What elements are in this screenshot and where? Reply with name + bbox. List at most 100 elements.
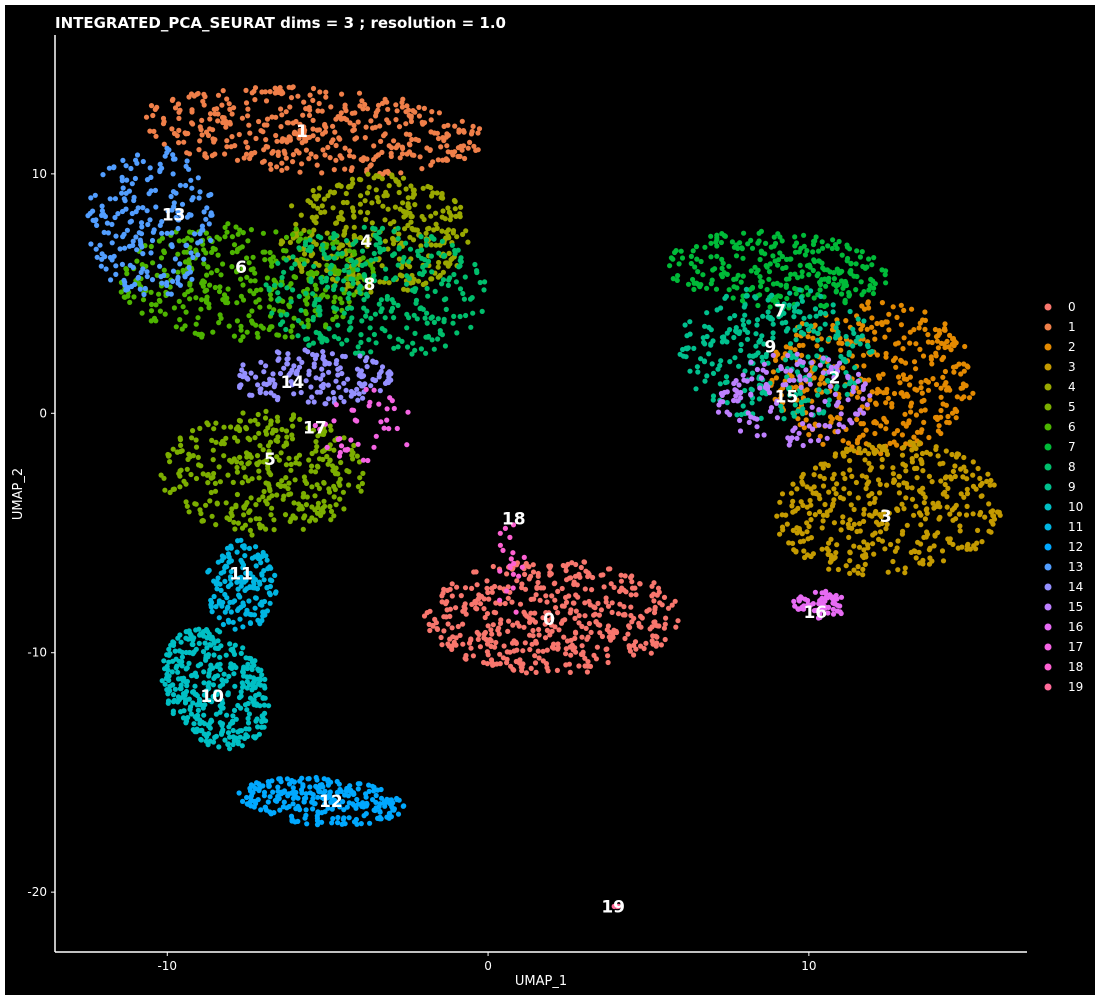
point-cluster-9 — [783, 328, 790, 334]
point-cluster-14 — [320, 372, 326, 378]
point-cluster-7 — [866, 287, 872, 293]
point-cluster-10 — [250, 699, 256, 705]
point-cluster-5 — [338, 459, 344, 466]
point-cluster-4 — [301, 227, 307, 233]
point-cluster-9 — [677, 351, 683, 357]
point-cluster-8 — [310, 340, 316, 346]
point-cluster-4 — [428, 185, 434, 191]
point-cluster-13 — [196, 195, 202, 201]
point-cluster-3 — [841, 453, 847, 459]
point-cluster-1 — [398, 170, 404, 176]
point-cluster-10 — [208, 636, 214, 642]
point-cluster-11 — [223, 563, 229, 569]
point-cluster-7 — [753, 270, 760, 276]
point-cluster-12 — [275, 788, 281, 794]
point-cluster-11 — [219, 603, 225, 609]
point-cluster-8 — [439, 281, 445, 287]
point-cluster-2 — [922, 326, 928, 332]
point-cluster-12 — [343, 788, 349, 794]
point-cluster-8 — [350, 262, 357, 268]
point-cluster-2 — [874, 320, 880, 327]
point-cluster-14 — [355, 397, 361, 403]
point-cluster-13 — [144, 273, 150, 280]
point-cluster-6 — [254, 330, 260, 336]
point-cluster-1 — [280, 90, 286, 96]
point-cluster-6 — [171, 305, 177, 311]
point-cluster-9 — [732, 355, 738, 361]
point-cluster-10 — [211, 652, 217, 658]
point-cluster-5 — [245, 478, 251, 484]
point-cluster-12 — [382, 799, 388, 805]
point-cluster-7 — [779, 253, 786, 260]
point-cluster-10 — [240, 684, 246, 690]
point-cluster-13 — [175, 274, 181, 280]
point-cluster-1 — [403, 131, 409, 137]
point-cluster-3 — [947, 474, 953, 480]
point-cluster-10 — [225, 691, 231, 698]
point-cluster-5 — [349, 452, 355, 458]
point-cluster-3 — [822, 501, 828, 508]
point-cluster-8 — [457, 313, 463, 320]
point-cluster-11 — [216, 615, 222, 621]
point-cluster-6 — [218, 272, 224, 278]
point-cluster-9 — [742, 368, 748, 374]
point-cluster-6 — [291, 274, 297, 280]
point-cluster-2 — [806, 432, 812, 438]
point-cluster-0 — [576, 663, 582, 669]
point-cluster-6 — [186, 257, 192, 263]
point-cluster-0 — [587, 663, 594, 670]
point-cluster-13 — [134, 160, 140, 166]
point-cluster-11 — [261, 577, 267, 583]
point-cluster-7 — [846, 292, 853, 298]
point-cluster-2 — [856, 434, 863, 440]
point-cluster-6 — [368, 262, 374, 268]
point-cluster-7 — [870, 290, 877, 297]
point-cluster-5 — [205, 480, 211, 486]
point-cluster-13 — [148, 250, 154, 256]
point-cluster-2 — [876, 375, 883, 381]
point-cluster-9 — [795, 309, 801, 315]
point-cluster-1 — [471, 143, 477, 149]
point-cluster-1 — [348, 167, 354, 173]
point-cluster-3 — [840, 519, 846, 525]
point-cluster-0 — [665, 605, 672, 611]
point-cluster-7 — [826, 275, 832, 281]
point-cluster-13 — [94, 254, 100, 260]
point-cluster-7 — [792, 243, 798, 249]
point-cluster-0 — [475, 636, 481, 643]
point-cluster-8 — [395, 344, 401, 350]
point-cluster-1 — [283, 109, 289, 115]
point-cluster-5 — [296, 461, 302, 467]
point-cluster-11 — [267, 583, 273, 590]
point-cluster-3 — [987, 482, 993, 488]
point-cluster-10 — [193, 627, 199, 633]
point-cluster-7 — [842, 300, 848, 306]
point-cluster-0 — [561, 634, 567, 640]
point-cluster-0 — [675, 618, 681, 624]
point-cluster-14 — [247, 392, 253, 398]
point-cluster-14 — [248, 370, 254, 376]
point-cluster-7 — [820, 265, 826, 271]
point-cluster-14 — [275, 394, 281, 401]
point-cluster-12 — [277, 807, 283, 813]
point-cluster-0 — [622, 635, 628, 642]
point-cluster-4 — [429, 276, 435, 282]
point-cluster-11 — [219, 557, 225, 564]
point-cluster-2 — [801, 425, 807, 431]
point-cluster-5 — [237, 454, 243, 460]
point-cluster-14 — [345, 376, 351, 382]
point-cluster-3 — [817, 473, 823, 479]
point-cluster-4 — [410, 194, 416, 200]
point-cluster-10 — [165, 691, 171, 697]
point-cluster-5 — [221, 441, 227, 447]
point-cluster-0 — [561, 603, 567, 609]
point-cluster-3 — [830, 476, 836, 482]
point-cluster-2 — [840, 438, 846, 444]
point-cluster-12 — [248, 803, 254, 809]
point-cluster-0 — [477, 644, 483, 650]
point-cluster-7 — [804, 263, 811, 269]
point-cluster-7 — [839, 268, 845, 274]
point-cluster-5 — [260, 447, 266, 453]
point-cluster-10 — [188, 711, 194, 717]
point-cluster-5 — [232, 435, 238, 441]
